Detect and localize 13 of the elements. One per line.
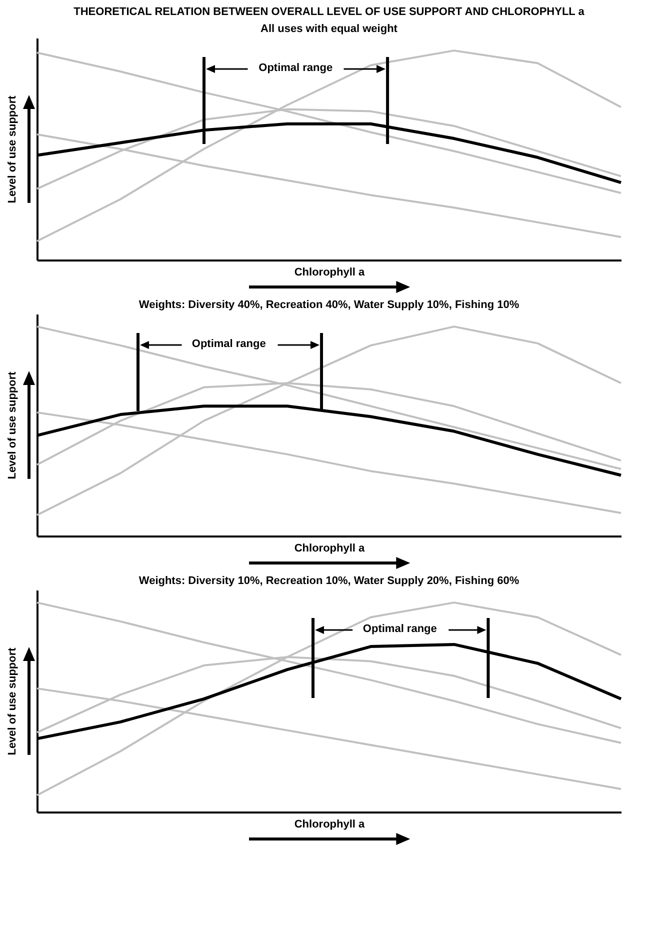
chart-title: THEORETICAL RELATION BETWEEN OVERALL LEVEL OF USE SUPPORT AND CHLOROPHYLL a [74, 6, 586, 18]
annotation: Optimal range [362, 623, 437, 635]
y-axis-title: Level of use support [6, 647, 18, 756]
y-axis-title: Level of use support [6, 95, 18, 204]
x-axis-title: Chlorophyll a [294, 818, 366, 830]
x-axis-title: Chlorophyll a [294, 266, 366, 278]
chart-subtitle: Weights: Diversity 40%, Recreation 40%, Water Supply 10%, Fishing 10% [138, 299, 520, 311]
chart-subtitle: Weights: Diversity 10%, Recreation 10%, Water Supply 20%, Fishing 60% [138, 575, 520, 587]
chart-subtitle: All uses with equal weight [260, 23, 398, 35]
x-axis-title: Chlorophyll a [294, 542, 366, 554]
annotation: Optimal range [258, 62, 333, 74]
annotation: Optimal range [192, 338, 266, 350]
y-axis-title: Level of use support [6, 371, 18, 480]
